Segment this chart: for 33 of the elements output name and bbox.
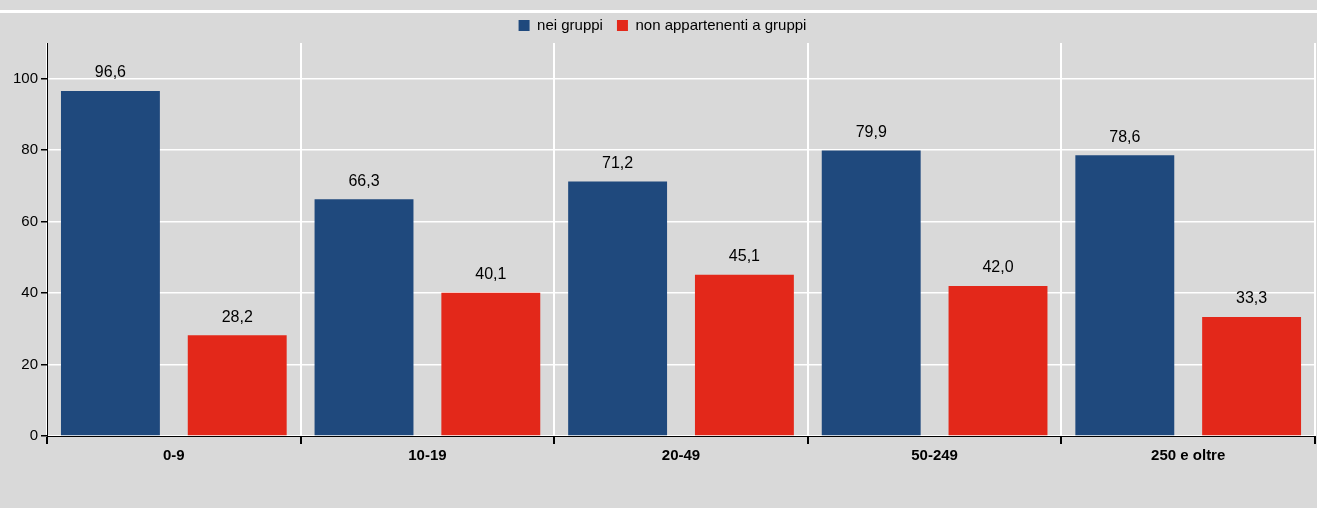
- bar: [821, 150, 921, 436]
- data-label: 42,0: [982, 258, 1014, 276]
- x-tick-label: 250 e oltre: [1151, 446, 1226, 464]
- bar: [694, 274, 794, 436]
- bar: [1075, 155, 1175, 436]
- bar: [1202, 317, 1302, 436]
- x-tick-label: 50-249: [911, 446, 958, 464]
- y-tick-label: 0: [29, 426, 39, 444]
- data-label: 66,3: [348, 171, 380, 189]
- y-tick-label: 40: [21, 283, 39, 301]
- data-label: 96,6: [94, 63, 127, 81]
- bar: [187, 335, 287, 436]
- x-tick-label: 20-49: [661, 446, 701, 464]
- y-tick-label: 80: [21, 140, 39, 158]
- data-label: 28,2: [221, 307, 253, 325]
- bar: [314, 199, 414, 436]
- data-label: 78,6: [1109, 127, 1141, 145]
- data-label: 79,9: [855, 122, 887, 140]
- bar: [568, 181, 668, 436]
- bar: [60, 90, 160, 436]
- data-label: 71,2: [602, 154, 634, 172]
- bar: [441, 292, 541, 436]
- data-label: 45,1: [728, 247, 761, 265]
- bar: [948, 285, 1048, 436]
- y-tick-label: 20: [21, 354, 39, 372]
- x-tick-label: 10-19: [408, 446, 447, 464]
- data-label: 40,1: [475, 265, 507, 283]
- legend-label: non appartenenti a gruppi: [635, 15, 807, 33]
- x-tick-label: 0-9: [162, 446, 185, 464]
- y-tick-label: 60: [21, 211, 39, 229]
- y-tick-label: 100: [13, 68, 39, 86]
- data-label: 33,3: [1236, 289, 1268, 307]
- legend-label: nei gruppi: [537, 15, 603, 33]
